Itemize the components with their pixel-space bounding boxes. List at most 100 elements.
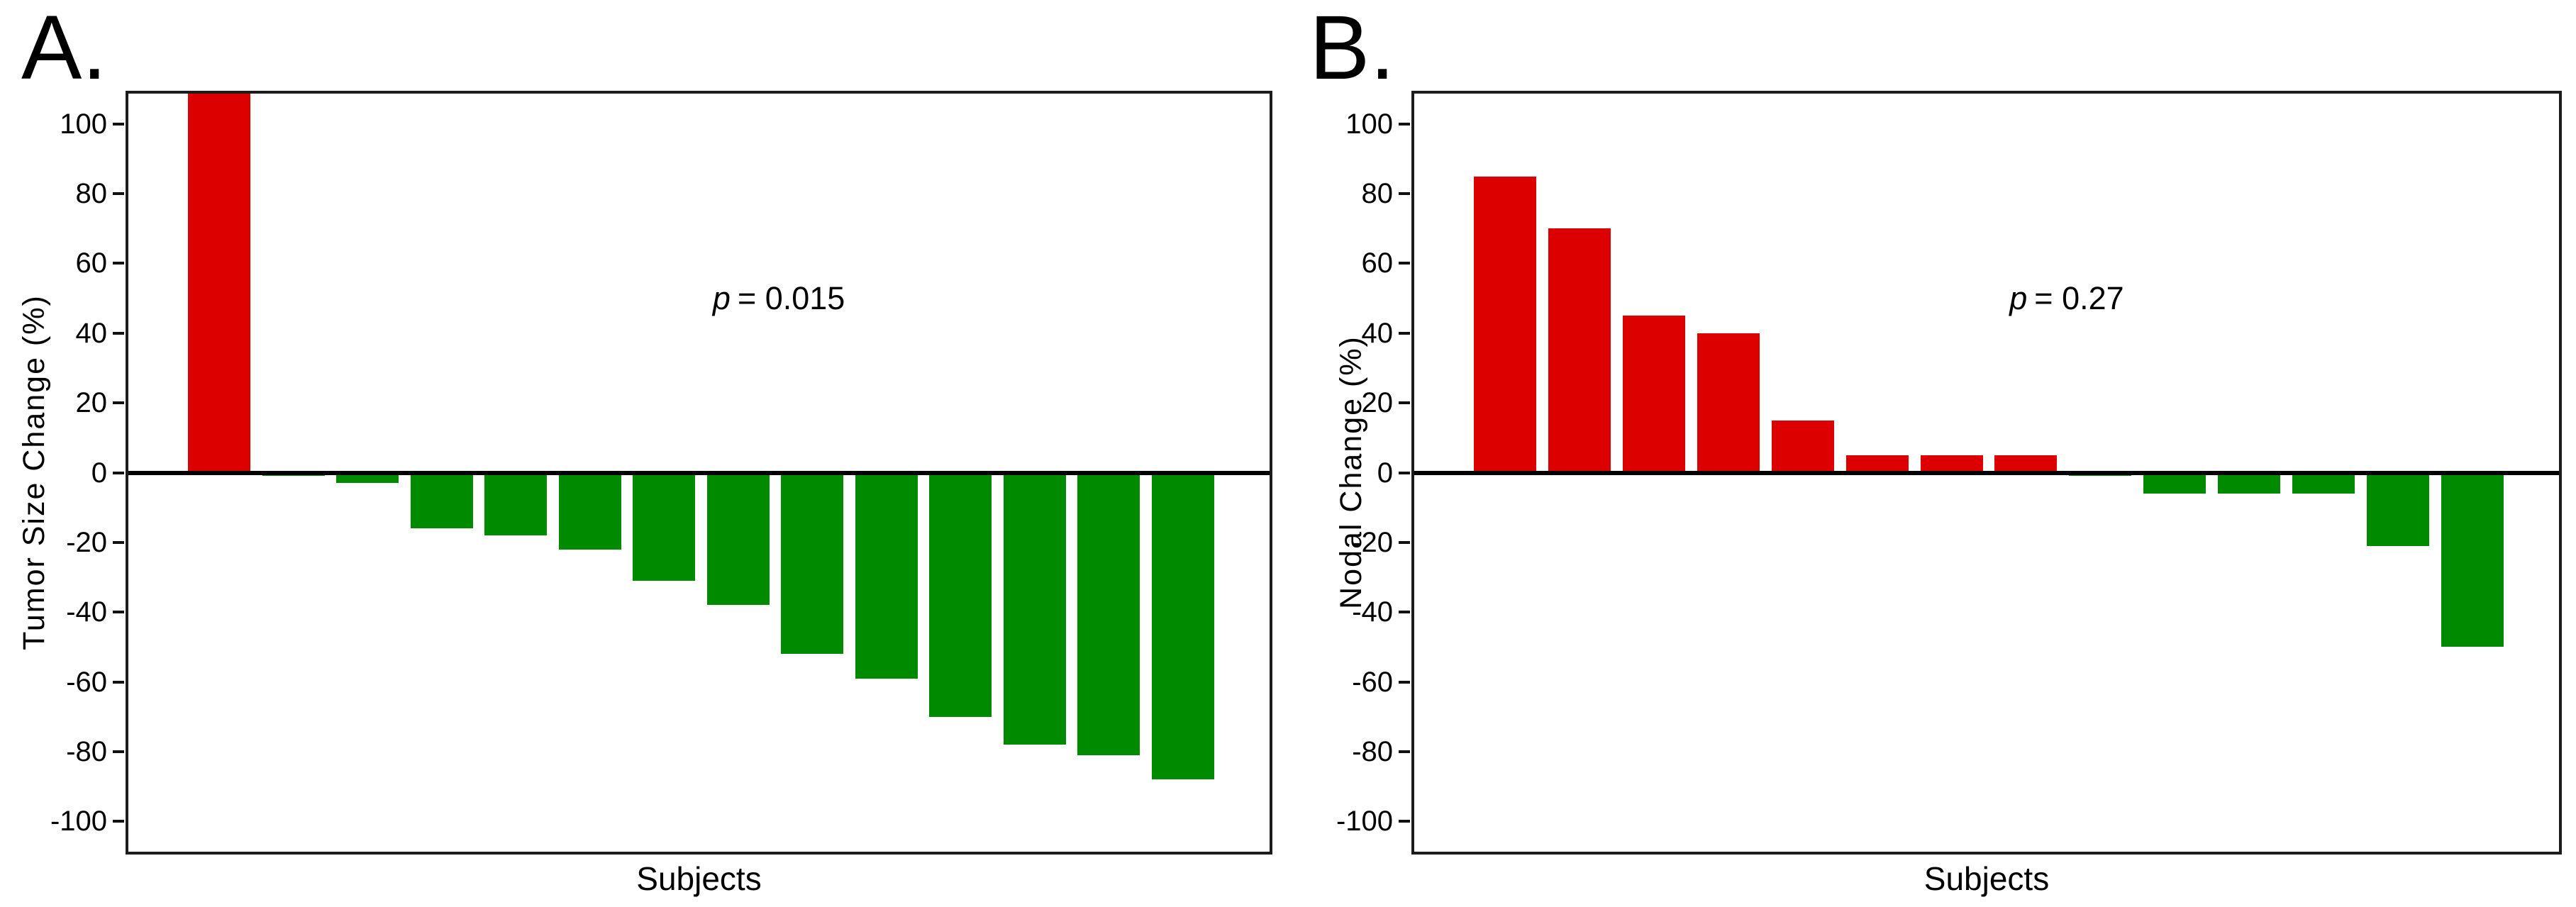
bar (1548, 228, 1611, 473)
y-tick-label: -20 (1352, 526, 1393, 558)
bar (1151, 472, 1214, 780)
bar (2217, 472, 2281, 494)
bar (1623, 316, 1686, 473)
zero-baseline (1414, 470, 2559, 475)
bar-slot (2286, 94, 2360, 852)
bar (1920, 455, 1983, 473)
bar (558, 472, 621, 550)
bar (1077, 472, 1140, 755)
y-tick-mark (1399, 401, 1410, 405)
y-tick-label: -40 (66, 596, 107, 628)
y-tick-mark (113, 820, 124, 823)
y-tick-label: -100 (1336, 806, 1393, 838)
bar (2292, 472, 2355, 494)
bar (1697, 333, 1760, 473)
bar-slot (1692, 94, 1766, 852)
y-tick-mark (1399, 540, 1410, 544)
y-tick-label: 0 (1377, 457, 1393, 489)
y-axis-title-tumor-size-change: Tumor Size Change (%) (17, 294, 51, 650)
y-tick-label: 20 (75, 387, 108, 419)
y-tick-mark (113, 262, 124, 265)
bar-slot (479, 94, 553, 852)
bar (2366, 472, 2429, 546)
x-axis-title-subjects-a: Subjects (636, 860, 762, 897)
p-symbol: p (2009, 279, 2028, 316)
bar-slot (1072, 94, 1146, 852)
bar-slot (1617, 94, 1692, 852)
y-tick-label: 40 (75, 317, 108, 349)
bar-slot (627, 94, 701, 852)
y-tick-mark (113, 192, 124, 196)
y-tick-mark (1399, 262, 1410, 265)
bar (1994, 455, 2058, 473)
bar-slot (2138, 94, 2212, 852)
bar-slot (775, 94, 850, 852)
bar (484, 472, 548, 535)
bar-series-b (1468, 94, 2509, 852)
bar (1474, 176, 1537, 473)
y-tick-label: 100 (1345, 108, 1393, 140)
bar (336, 472, 399, 484)
bar-slot (405, 94, 479, 852)
zero-baseline (128, 470, 1270, 475)
bar-slot (923, 94, 998, 852)
p-symbol: p (712, 279, 731, 316)
y-tick-label: 0 (91, 457, 107, 489)
y-tick-label: -80 (1352, 735, 1393, 767)
y-tick-label: -60 (66, 666, 107, 698)
y-tick-label: 80 (1361, 178, 1394, 210)
panel-b-label: B. (1309, 0, 1395, 99)
bar (2441, 472, 2504, 647)
p-value-annotation-b: p = 0.27 (2009, 280, 2123, 317)
y-tick-mark (1399, 820, 1410, 823)
bar-slot (2435, 94, 2509, 852)
y-tick-mark (1399, 331, 1410, 335)
bar (2143, 472, 2206, 494)
bar-series-a (182, 94, 1220, 852)
bar (1003, 472, 1066, 745)
bar (855, 472, 918, 679)
y-tick-mark (1399, 122, 1410, 126)
bar-slot (1765, 94, 1840, 852)
bar-slot (553, 94, 628, 852)
y-tick-mark (113, 122, 124, 126)
bar (781, 472, 844, 655)
bar-slot (2212, 94, 2287, 852)
y-tick-label: -60 (1352, 666, 1393, 698)
y-tick-label: 60 (75, 247, 108, 279)
p-value-text: = 0.27 (2034, 279, 2124, 316)
bar (1771, 420, 1834, 473)
bar (706, 472, 770, 606)
y-tick-label: -20 (66, 526, 107, 558)
bar-slot (1989, 94, 2063, 852)
y-tick-label: 40 (1361, 317, 1394, 349)
y-tick-mark (1399, 750, 1410, 753)
y-tick-mark (113, 540, 124, 544)
y-tick-mark (1399, 471, 1410, 474)
bar (929, 472, 992, 717)
y-tick-label: -40 (1352, 596, 1393, 628)
plot-area-b: p = 0.27 100 80 60 40 20 0 -20 -40 -60 -80 -100 (1336, 91, 2562, 855)
bar-slot (998, 94, 1072, 852)
bar-slot (850, 94, 924, 852)
y-tick-mark (113, 611, 124, 614)
y-tick-mark (1399, 192, 1410, 196)
bar-slot (2360, 94, 2435, 852)
bar-slot (1840, 94, 1914, 852)
bar-slot (1543, 94, 1617, 852)
bar-slot (701, 94, 776, 852)
p-value-text: = 0.015 (737, 279, 845, 316)
y-tick-mark (113, 750, 124, 753)
y-tick-mark (113, 401, 124, 405)
bar-slot (1146, 94, 1221, 852)
panel-a-label: A. (21, 0, 107, 99)
y-tick-mark (113, 680, 124, 684)
p-value-annotation-a: p = 0.015 (713, 280, 845, 317)
bar-slot (1468, 94, 1543, 852)
bar (633, 472, 696, 581)
y-tick-mark (1399, 611, 1410, 614)
y-tick-label: -80 (66, 735, 107, 767)
bar-slot (182, 94, 257, 852)
y-tick-mark (1399, 680, 1410, 684)
